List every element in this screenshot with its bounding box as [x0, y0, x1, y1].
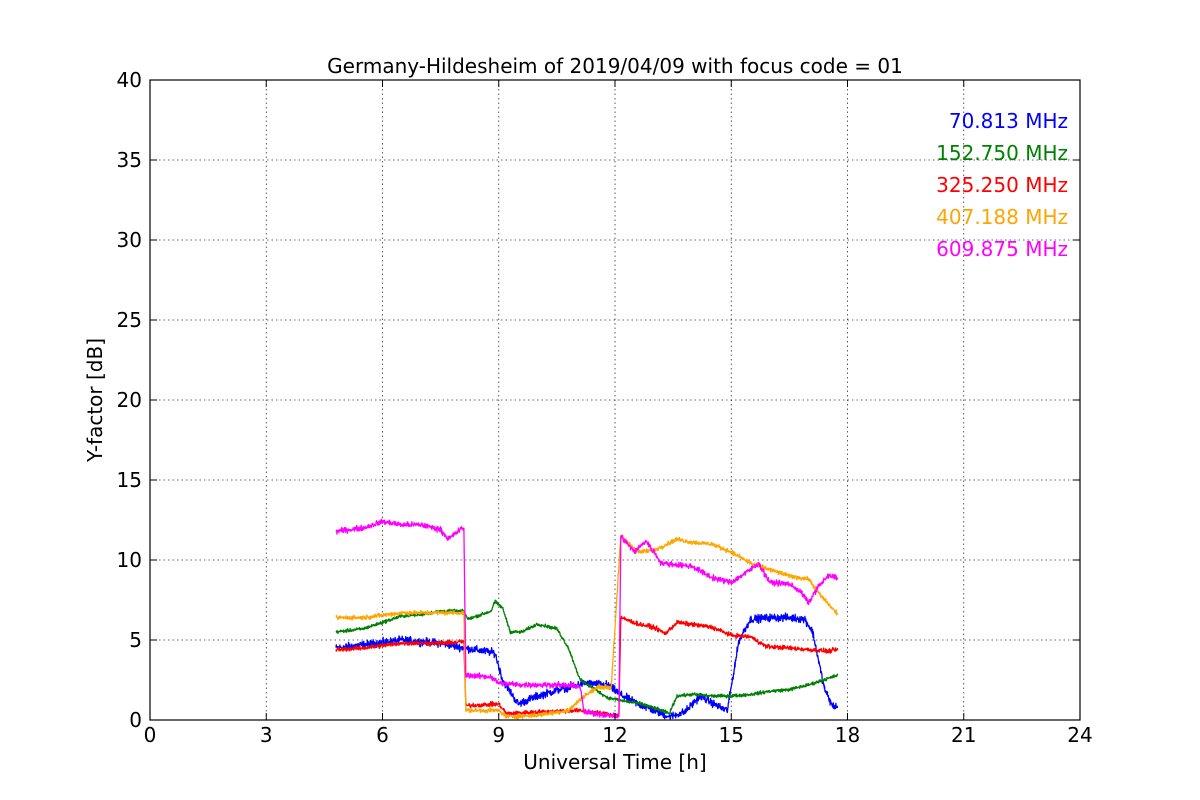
x-tick-label: 18: [835, 723, 860, 747]
x-tick-label: 24: [1067, 723, 1092, 747]
series-layer: [335, 518, 839, 720]
x-tick-label: 15: [719, 723, 744, 747]
x-tick-label: 9: [492, 723, 505, 747]
series-line-152-750-mhz: [335, 599, 839, 715]
series-line-609-875-mhz: [335, 518, 839, 719]
series-line-407-188-mhz: [335, 534, 839, 720]
y-tick-label: 0: [129, 708, 142, 732]
y-tick-label: 10: [117, 548, 142, 572]
x-tick-label: 3: [260, 723, 273, 747]
legend-entry: 70.813 MHz: [949, 109, 1068, 133]
y-axis-label: Y-factor [dB]: [83, 338, 107, 463]
x-tick-label: 21: [951, 723, 976, 747]
y-tick-label: 30: [117, 228, 142, 252]
legend-entry: 325.250 MHz: [936, 173, 1068, 197]
x-axis-label: Universal Time [h]: [523, 750, 706, 774]
legend: 70.813 MHz 152.750 MHz 325.250 MHz 407.188 …: [936, 109, 1068, 261]
x-tick-label: 0: [144, 723, 157, 747]
grid: [150, 80, 1080, 720]
x-tick-label: 6: [376, 723, 389, 747]
y-tick-label: 15: [117, 468, 142, 492]
y-tick-label: 5: [129, 628, 142, 652]
chart-title: Germany-Hildesheim of 2019/04/09 with fo…: [327, 54, 903, 78]
y-tick-label: 25: [117, 308, 142, 332]
y-tick-label: 35: [117, 148, 142, 172]
legend-entry: 152.750 MHz: [936, 141, 1068, 165]
ticks: 0 3 6 9 12 15 18 21 24 0 5 10 15 20 25 30 35 40: [117, 68, 1093, 747]
legend-entry: 407.188 MHz: [936, 205, 1068, 229]
legend-entry: 609.875 MHz: [936, 237, 1068, 261]
y-tick-label: 40: [117, 68, 142, 92]
x-tick-label: 12: [602, 723, 627, 747]
y-tick-label: 20: [117, 388, 142, 412]
